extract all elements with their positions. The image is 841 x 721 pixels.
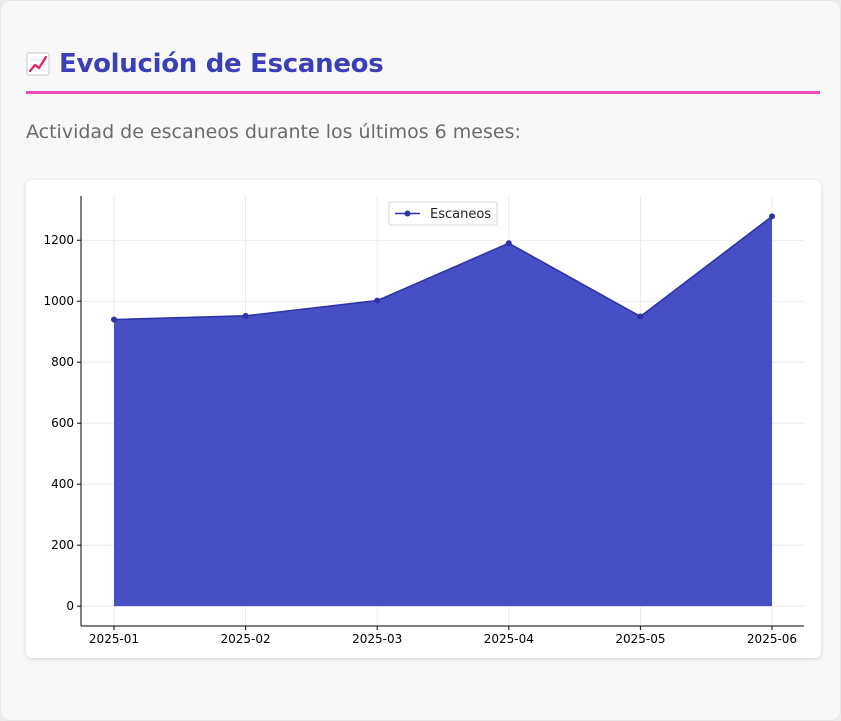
page-title: Evolución de Escaneos: [59, 49, 384, 79]
data-point-2025-05: [637, 313, 644, 320]
legend-marker: [404, 210, 411, 217]
x-tick-label: 2025-03: [352, 632, 402, 646]
y-tick-label: 1200: [43, 233, 74, 247]
data-point-2025-01: [111, 316, 117, 323]
legend: Escaneos: [388, 201, 498, 226]
series-line: [113, 215, 773, 321]
area-layer: [111, 213, 775, 607]
y-tick-label: 400: [51, 477, 74, 491]
y-tick-label: 0: [66, 599, 74, 613]
data-point-2025-04: [505, 240, 512, 247]
x-tick-label: 2025-06: [747, 632, 797, 646]
page-subtitle: Actividad de escaneos durante los último…: [26, 121, 521, 143]
title-row: Evolución de Escaneos: [26, 45, 384, 83]
legend-label: Escaneos: [430, 207, 491, 222]
x-tick-label: 2025-01: [89, 632, 139, 646]
data-point-2025-02: [242, 312, 249, 319]
title-divider: [26, 91, 820, 94]
chart-increasing-icon: [26, 52, 50, 76]
x-tick-label: 2025-04: [484, 632, 534, 646]
y-tick-label: 1000: [43, 294, 74, 308]
area-fill: [114, 216, 772, 607]
y-tick-label: 800: [51, 355, 74, 369]
area-chart: 0 200 400 600 800 1000 1200 2025-01 2025-02 2025-…: [43, 196, 804, 646]
x-tick-label: 2025-05: [615, 632, 665, 646]
tick-labels: 0 200 400 600 800 1000 1200 2025-01 2025-02 2025-…: [43, 233, 797, 646]
chart-card: 0 200 400 600 800 1000 1200 2025-01 2025-02 2025-…: [26, 180, 821, 658]
legend-box: [388, 201, 498, 226]
y-tick-label: 600: [51, 416, 74, 430]
data-point-2025-03: [374, 297, 381, 304]
data-point-2025-06: [769, 213, 775, 220]
axes: [77, 196, 804, 630]
y-tick-label: 200: [51, 538, 74, 552]
x-tick-label: 2025-02: [221, 632, 271, 646]
